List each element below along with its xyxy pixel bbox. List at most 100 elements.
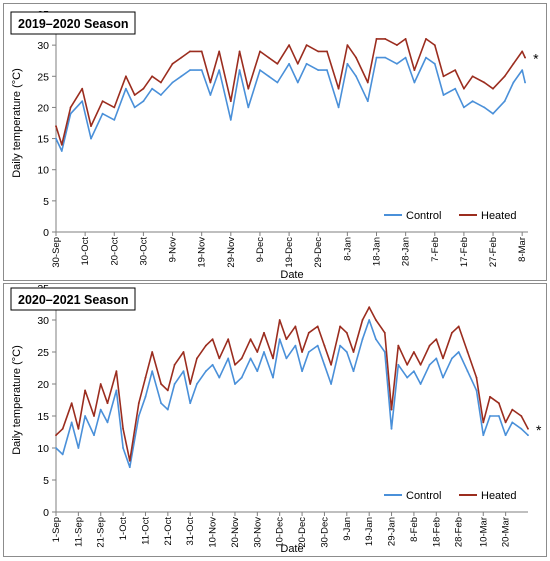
data-point-control xyxy=(323,363,326,366)
data-point-control xyxy=(106,421,109,424)
data-point-control xyxy=(294,344,297,347)
data-point-heated xyxy=(160,81,162,84)
legend-label-heated: Heated xyxy=(481,210,516,222)
data-point-heated xyxy=(413,69,416,71)
data-point-heated xyxy=(307,331,310,334)
data-point-heated xyxy=(267,56,270,59)
data-point-heated xyxy=(413,351,415,353)
data-point-heated xyxy=(240,357,243,360)
x-tick-label: 1-Oct xyxy=(118,517,129,541)
data-point-control xyxy=(256,370,259,373)
data-point-heated xyxy=(205,344,207,347)
data-point-heated xyxy=(457,325,460,328)
season-title-box xyxy=(10,11,136,35)
data-point-heated xyxy=(160,383,163,385)
data-point-control xyxy=(122,447,124,449)
data-point-heated xyxy=(93,415,95,417)
y-tick-label: 20 xyxy=(37,379,49,391)
data-point-control xyxy=(413,81,416,84)
data-point-control xyxy=(276,81,279,84)
data-point-control xyxy=(171,81,174,84)
y-tick-label: 25 xyxy=(37,71,49,83)
x-tick-label: 29-Nov xyxy=(226,237,237,268)
data-point-control xyxy=(160,402,163,405)
x-tick-label: 30-Oct xyxy=(138,237,149,266)
y-tick-label: 5 xyxy=(43,196,49,208)
data-point-heated xyxy=(294,325,297,328)
data-point-control xyxy=(189,69,191,71)
y-tick-label: 10 xyxy=(37,165,49,177)
data-point-control xyxy=(218,69,221,71)
data-point-heated xyxy=(301,351,303,353)
data-point-heated xyxy=(70,402,73,405)
data-point-control xyxy=(316,344,319,347)
data-point-heated xyxy=(305,44,308,46)
x-tick-label: 30-Nov xyxy=(252,517,263,548)
data-point-heated xyxy=(101,100,104,103)
x-tick-label: 8-Jan xyxy=(342,237,353,261)
data-point-control xyxy=(305,62,308,65)
data-point-control xyxy=(521,69,524,71)
x-tick-label: 29-Jan xyxy=(387,517,398,546)
data-point-control xyxy=(211,363,214,366)
data-point-heated xyxy=(498,402,500,405)
data-point-control xyxy=(205,370,207,373)
data-point-heated xyxy=(337,87,340,90)
data-point-heated xyxy=(218,50,221,53)
data-point-heated xyxy=(173,363,176,366)
data-point-heated xyxy=(189,50,191,53)
data-point-heated xyxy=(451,331,453,334)
data-point-heated xyxy=(55,125,57,127)
data-point-control xyxy=(125,87,127,90)
data-point-control xyxy=(238,69,241,71)
x-tick-label: 9-Jan xyxy=(342,517,353,541)
data-point-control xyxy=(61,453,64,456)
x-tick-label: 17-Feb xyxy=(459,237,470,267)
data-point-control xyxy=(345,351,348,353)
data-point-heated xyxy=(60,143,63,146)
y-axis-title: Daily temperature (°C) xyxy=(11,345,23,455)
data-point-control xyxy=(527,434,529,437)
data-point-control xyxy=(234,383,236,385)
data-point-control xyxy=(249,357,252,360)
data-point-control xyxy=(77,447,80,449)
data-point-heated xyxy=(133,94,136,96)
data-point-heated xyxy=(527,427,529,430)
data-point-heated xyxy=(218,357,221,360)
data-point-control xyxy=(471,100,474,103)
data-point-heated xyxy=(122,427,124,430)
data-point-control xyxy=(133,106,136,109)
data-point-control xyxy=(189,402,192,405)
series-line-heated xyxy=(55,306,529,462)
data-point-control xyxy=(137,415,140,417)
data-point-control xyxy=(383,351,386,353)
data-point-control xyxy=(435,357,438,360)
data-point-heated xyxy=(504,421,507,424)
data-point-control xyxy=(492,112,494,115)
data-point-control xyxy=(454,87,457,90)
data-point-heated xyxy=(428,344,431,347)
chart-2020-2021: 051015202530351-Sep11-Sep21-Sep1-Oct11-O… xyxy=(10,283,542,555)
data-point-control xyxy=(368,319,371,321)
y-tick-label: 25 xyxy=(37,347,49,359)
data-point-control xyxy=(433,62,436,65)
data-point-heated xyxy=(296,62,299,65)
season-title: 2020–2021 Season xyxy=(18,293,129,307)
data-point-control xyxy=(361,338,364,341)
data-point-control xyxy=(384,56,387,59)
data-point-control xyxy=(182,370,185,373)
data-point-control xyxy=(70,421,73,424)
data-point-heated xyxy=(234,363,236,366)
data-point-heated xyxy=(278,319,281,321)
y-tick-label: 15 xyxy=(37,134,49,146)
data-point-control xyxy=(352,370,355,373)
data-point-control xyxy=(69,112,72,115)
data-point-control xyxy=(355,75,357,78)
data-point-heated xyxy=(69,106,72,109)
data-point-control xyxy=(419,383,422,385)
data-point-control xyxy=(218,376,221,379)
data-point-control xyxy=(346,62,349,65)
data-point-heated xyxy=(355,56,357,59)
data-point-control xyxy=(475,389,478,392)
